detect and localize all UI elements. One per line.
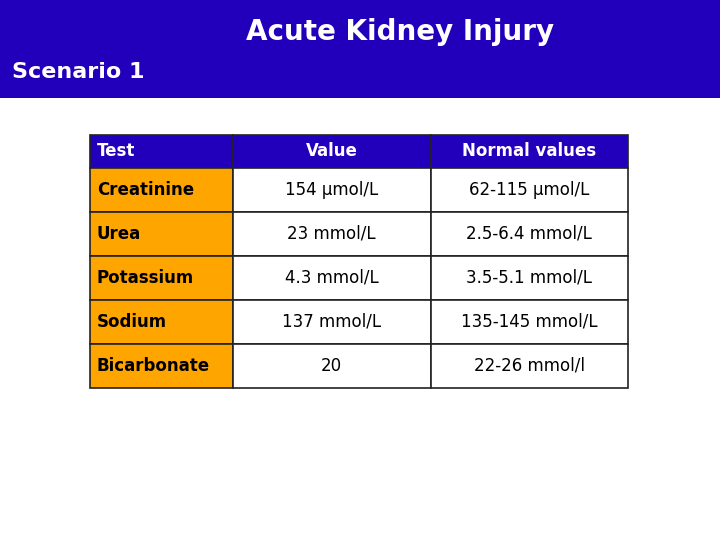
Bar bbox=[431, 212, 628, 256]
Text: 62-115 μmol/L: 62-115 μmol/L bbox=[469, 181, 590, 199]
Bar bbox=[431, 256, 628, 300]
Text: Urea: Urea bbox=[97, 225, 141, 243]
Bar bbox=[233, 135, 431, 168]
Text: 137 mmol/L: 137 mmol/L bbox=[282, 313, 381, 331]
Text: Acute Kidney Injury: Acute Kidney Injury bbox=[246, 18, 554, 46]
Text: Bicarbonate: Bicarbonate bbox=[97, 357, 210, 375]
Text: Test: Test bbox=[97, 143, 135, 160]
Text: 23 mmol/L: 23 mmol/L bbox=[287, 225, 376, 243]
Text: 22-26 mmol/l: 22-26 mmol/l bbox=[474, 357, 585, 375]
Bar bbox=[431, 168, 628, 212]
Text: 3.5-5.1 mmol/L: 3.5-5.1 mmol/L bbox=[467, 269, 593, 287]
Text: 4.3 mmol/L: 4.3 mmol/L bbox=[284, 269, 379, 287]
Text: Value: Value bbox=[305, 143, 358, 160]
Text: Potassium: Potassium bbox=[97, 269, 194, 287]
Bar bbox=[233, 212, 431, 256]
Bar bbox=[90, 168, 233, 212]
Text: 2.5-6.4 mmol/L: 2.5-6.4 mmol/L bbox=[467, 225, 593, 243]
Bar bbox=[0, 0, 720, 98]
Bar bbox=[233, 300, 431, 344]
Bar bbox=[90, 344, 233, 388]
Text: Sodium: Sodium bbox=[97, 313, 167, 331]
Bar bbox=[431, 135, 628, 168]
Bar bbox=[431, 300, 628, 344]
Text: 154 μmol/L: 154 μmol/L bbox=[285, 181, 378, 199]
Text: 135-145 mmol/L: 135-145 mmol/L bbox=[461, 313, 598, 331]
Text: Scenario 1: Scenario 1 bbox=[12, 62, 145, 82]
Text: 20: 20 bbox=[321, 357, 342, 375]
Bar bbox=[90, 212, 233, 256]
Bar bbox=[90, 135, 233, 168]
Bar bbox=[233, 344, 431, 388]
Bar bbox=[90, 256, 233, 300]
Bar bbox=[233, 256, 431, 300]
Text: Normal values: Normal values bbox=[462, 143, 596, 160]
Bar bbox=[431, 344, 628, 388]
Bar bbox=[90, 300, 233, 344]
Bar bbox=[233, 168, 431, 212]
Text: Creatinine: Creatinine bbox=[97, 181, 194, 199]
